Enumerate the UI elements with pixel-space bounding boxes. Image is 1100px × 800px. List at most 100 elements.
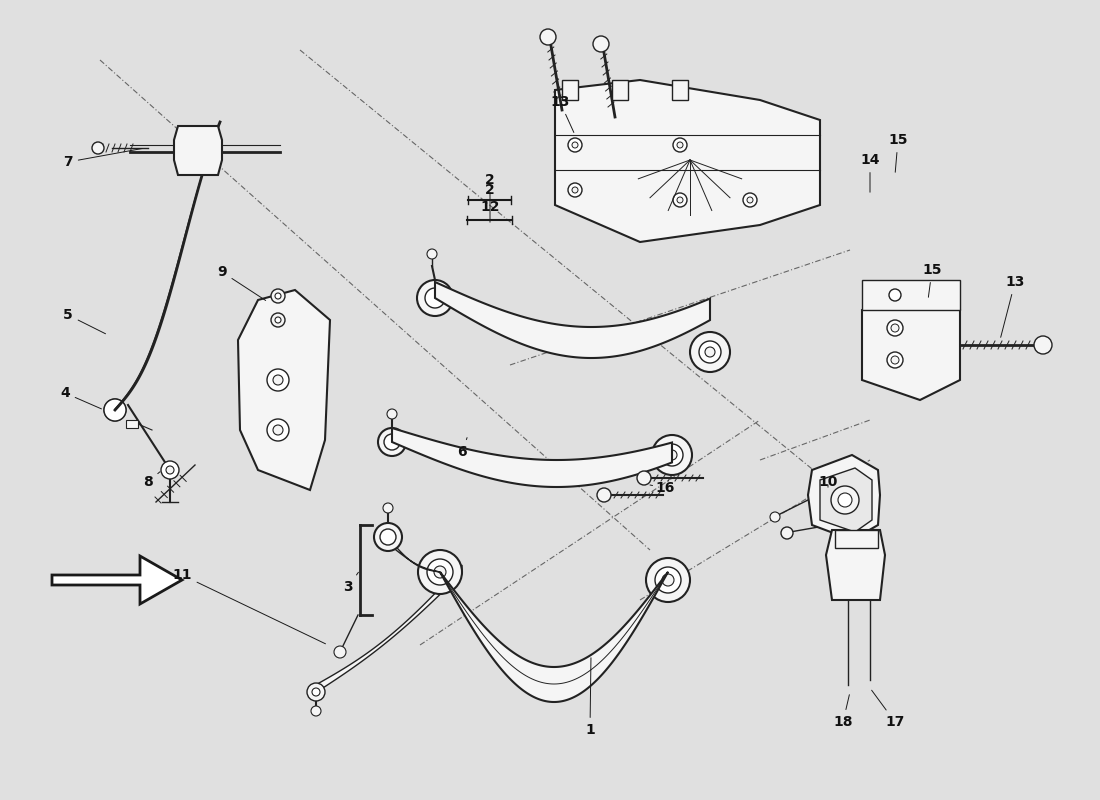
Circle shape [374, 523, 401, 551]
Polygon shape [238, 290, 330, 490]
Circle shape [597, 488, 611, 502]
Circle shape [427, 249, 437, 259]
Circle shape [781, 527, 793, 539]
Polygon shape [612, 80, 628, 100]
Text: 1: 1 [585, 658, 595, 737]
Polygon shape [556, 80, 820, 242]
Circle shape [887, 352, 903, 368]
Circle shape [311, 706, 321, 716]
Circle shape [166, 466, 174, 474]
Circle shape [747, 197, 754, 203]
Circle shape [652, 435, 692, 475]
Text: 16: 16 [650, 481, 674, 495]
Circle shape [271, 313, 285, 327]
Circle shape [104, 399, 126, 421]
Circle shape [889, 289, 901, 301]
Text: 5: 5 [63, 308, 106, 334]
Text: 17: 17 [871, 690, 904, 729]
Circle shape [891, 324, 899, 332]
Circle shape [676, 197, 683, 203]
Circle shape [662, 574, 674, 586]
Circle shape [434, 566, 446, 578]
Circle shape [637, 471, 651, 485]
Circle shape [864, 534, 873, 544]
Circle shape [646, 558, 690, 602]
Circle shape [770, 512, 780, 522]
Polygon shape [312, 565, 462, 695]
Circle shape [387, 409, 397, 419]
Circle shape [273, 375, 283, 385]
Circle shape [104, 399, 126, 421]
Circle shape [312, 688, 320, 696]
Text: 3: 3 [343, 572, 359, 594]
Circle shape [334, 646, 346, 658]
Polygon shape [862, 280, 960, 310]
Text: 15: 15 [889, 133, 908, 172]
Text: 14: 14 [860, 153, 880, 192]
Circle shape [379, 529, 396, 545]
Circle shape [267, 369, 289, 391]
Circle shape [267, 419, 289, 441]
Polygon shape [862, 290, 960, 400]
Text: 2: 2 [485, 173, 495, 222]
Polygon shape [174, 126, 222, 175]
Circle shape [654, 567, 681, 593]
Circle shape [307, 683, 324, 701]
Circle shape [195, 147, 205, 157]
Polygon shape [126, 420, 138, 428]
Polygon shape [390, 540, 440, 572]
Circle shape [593, 36, 609, 52]
Circle shape [275, 293, 280, 299]
Text: 12: 12 [481, 200, 499, 214]
Circle shape [742, 193, 757, 207]
Circle shape [698, 341, 720, 363]
Text: 6: 6 [458, 438, 468, 459]
Circle shape [891, 356, 899, 364]
Circle shape [384, 434, 400, 450]
Polygon shape [826, 530, 886, 600]
Circle shape [705, 347, 715, 357]
Circle shape [110, 405, 120, 415]
Circle shape [383, 503, 393, 513]
Polygon shape [808, 455, 880, 540]
Circle shape [840, 534, 850, 544]
Text: 13: 13 [550, 95, 574, 133]
Circle shape [568, 138, 582, 152]
Polygon shape [820, 468, 872, 532]
Circle shape [838, 493, 853, 507]
Circle shape [273, 425, 283, 435]
Circle shape [676, 142, 683, 148]
Circle shape [848, 578, 862, 592]
Polygon shape [672, 80, 688, 100]
Circle shape [1034, 336, 1052, 354]
Circle shape [417, 280, 453, 316]
Polygon shape [52, 556, 182, 604]
Circle shape [418, 550, 462, 594]
Text: 13: 13 [1001, 275, 1025, 338]
Text: 9: 9 [217, 265, 266, 301]
Circle shape [572, 142, 578, 148]
Text: 2: 2 [485, 183, 495, 197]
Polygon shape [562, 80, 578, 100]
Circle shape [572, 187, 578, 193]
Text: 18: 18 [834, 694, 852, 729]
Circle shape [568, 183, 582, 197]
Text: 15: 15 [922, 263, 942, 298]
Polygon shape [434, 282, 710, 358]
Text: 7: 7 [63, 149, 142, 169]
Circle shape [275, 317, 280, 323]
Text: 10: 10 [818, 475, 838, 489]
Circle shape [830, 486, 859, 514]
Circle shape [378, 428, 406, 456]
Text: 11: 11 [173, 568, 326, 644]
Circle shape [690, 332, 730, 372]
Circle shape [673, 138, 688, 152]
Circle shape [673, 193, 688, 207]
Circle shape [271, 289, 285, 303]
Circle shape [540, 29, 556, 45]
Circle shape [661, 444, 683, 466]
Text: 4: 4 [60, 386, 101, 409]
Circle shape [427, 559, 453, 585]
Circle shape [92, 142, 104, 154]
Polygon shape [835, 530, 878, 548]
